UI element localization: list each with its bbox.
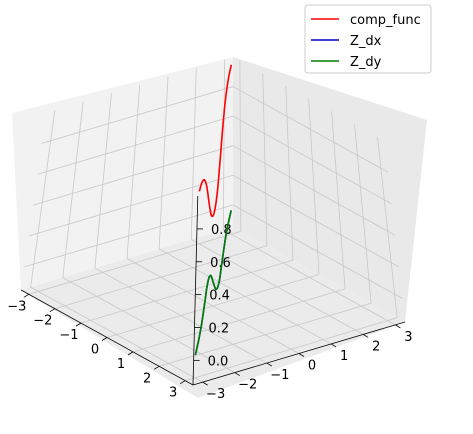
wall-grid-x [239, 60, 242, 232]
series-lines [194, 64, 233, 356]
x-tick-mark [101, 337, 108, 341]
wall-grid-z [232, 174, 399, 268]
z-tick-label: 0.0 [208, 354, 229, 369]
wall-grid-z [232, 204, 403, 299]
floor-grid-y [191, 239, 364, 335]
floor-grid-y [223, 229, 396, 326]
wall-grid-z2 [37, 115, 234, 175]
wall-grid-x [377, 136, 398, 318]
y-tick-mark [363, 334, 369, 338]
y-tick-mark [202, 381, 208, 386]
x-tick-mark [75, 322, 82, 327]
floor-grid-y [94, 267, 268, 364]
wall-grid-z [232, 145, 396, 236]
y-tick-label: −2 [238, 378, 257, 393]
floor-grid-y [30, 286, 203, 383]
floor-pane [21, 227, 405, 398]
y-tick-mark [298, 353, 305, 357]
wall-grid-z2 [33, 145, 234, 206]
x-tick-mark [49, 308, 56, 313]
wall-grid-y [30, 109, 56, 288]
wall-grid-x [285, 86, 294, 261]
y-tick-label: 3 [404, 330, 412, 345]
y-tick-label: 0 [308, 359, 316, 374]
y-tick-mark [266, 362, 273, 367]
wall-grid-z2 [28, 174, 234, 237]
y-tick-label: 2 [372, 339, 380, 354]
x-tick-mark [23, 293, 30, 298]
legend-label: Z_dx [350, 34, 382, 49]
z-tick-label: 0.6 [210, 256, 231, 271]
wall-grid-y [62, 101, 84, 278]
series-comp_func [198, 64, 233, 218]
x-tick-mark [179, 380, 186, 385]
x-tick-label: −2 [33, 314, 52, 329]
x-tick-mark [127, 351, 134, 356]
z-tick-label: 0.2 [208, 321, 229, 336]
y-tick-mark [330, 343, 337, 348]
wall-grid-x [354, 124, 372, 304]
x-tick-label: −1 [59, 328, 78, 343]
x-tick-label: 3 [169, 386, 177, 401]
x-tick-label: −3 [7, 299, 26, 314]
wall-grid-z2 [24, 204, 234, 268]
y-tick-label: −3 [206, 387, 225, 402]
y-tick-label: −1 [270, 368, 289, 383]
wall-grid-y [222, 59, 225, 230]
x-tick-mark [153, 365, 160, 370]
wall-grid-y [158, 76, 169, 249]
wall-grid-x [308, 98, 320, 275]
wall-grid-y [126, 84, 141, 259]
grid-lines [24, 59, 403, 383]
wall-grid-x [262, 73, 268, 246]
wall-grid-y [190, 67, 197, 240]
wall-grid-z2 [41, 86, 234, 144]
z-axis-line [192, 196, 199, 386]
x-tick-label: 2 [143, 371, 151, 386]
floor-grid-y [62, 277, 235, 373]
legend-box [304, 4, 432, 74]
back-left-pane [12, 57, 233, 290]
wall-grid-x [331, 111, 346, 289]
z-tick-label: 0.4 [209, 289, 230, 304]
floor-grid-y [158, 248, 332, 345]
wall-grid-z [232, 115, 392, 205]
x-tick-label: 0 [91, 343, 99, 358]
y-tick-label: 1 [340, 349, 348, 364]
floor-grid-y [126, 258, 300, 354]
wall-grid-y [94, 93, 112, 269]
wall-grid-z [232, 86, 389, 173]
legend: comp_func Z_dx Z_dy [304, 4, 432, 74]
y-tick-mark [395, 324, 401, 329]
legend-label: Z_dy [350, 55, 382, 70]
series-Z_dy [194, 210, 232, 356]
y-tick-mark [234, 372, 240, 376]
x-tick-label: 1 [117, 357, 125, 372]
legend-label: comp_func [350, 13, 421, 28]
